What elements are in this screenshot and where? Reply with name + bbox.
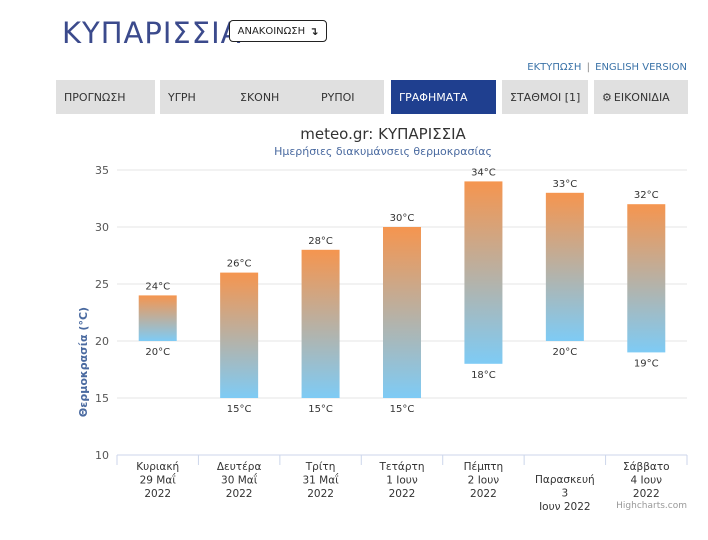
tab-label: ΠΡΟΓΝΩΣΗ (64, 90, 126, 104)
tab-label: ΣΚΟΝΗ (240, 90, 280, 104)
city-title: ΚΥΠΑΡΙΣΣΙΑ (62, 16, 242, 50)
x-tick-label: 2022 (144, 488, 171, 500)
x-tick-label: 4 Ιουν (631, 475, 663, 487)
x-tick-label: Τετάρτη (379, 461, 425, 473)
high-temp-label: 33°C (552, 179, 577, 190)
temperature-bar (138, 295, 177, 341)
tab-humidity[interactable]: ΥΓΡΗ (160, 80, 235, 114)
x-tick-label: 30 Μαΐ (221, 473, 258, 487)
announcement-label: ΑΝΑΚΟΙΝΩΣΗ (237, 25, 306, 37)
bars (138, 181, 666, 398)
tab-label: ΣΤΑΘΜΟΙ [1] (510, 90, 581, 104)
x-tick-label: Κυριακή (136, 461, 179, 473)
announcement-button[interactable]: ΑΝΑΚΟΙΝΩΣΗ ↴ (229, 20, 327, 42)
data-labels: 24°C 20°C 26°C 15°C 28°C 15°C 30°C 15°C 34°C 18°C… (145, 167, 658, 415)
high-temp-label: 24°C (145, 281, 170, 292)
x-tick-label: 2 Ιουν (468, 475, 500, 487)
low-temp-label: 15°C (227, 404, 252, 415)
tab-icons[interactable]: ⚙ ΕΙΚΟΝΙΔΙΑ (594, 80, 688, 114)
low-temp-label: 20°C (145, 347, 170, 358)
arrow-turn-down-icon: ↴ (309, 24, 319, 38)
high-temp-label: 30°C (390, 213, 415, 224)
top-links: ΕΚΤΥΠΩΣΗ | ENGLISH VERSION (527, 62, 687, 73)
chart-subtitle: Ημερήσιες διακυμάνσεις θερμοκρασίας (274, 145, 492, 158)
x-tick-label: Πέμπτη (464, 461, 504, 473)
low-temp-label: 20°C (552, 347, 577, 358)
x-tick-label: 1 Ιουν (386, 475, 418, 487)
link-separator: | (586, 62, 590, 73)
chart-title: meteo.gr: ΚΥΠΑΡΙΣΣΙΑ (300, 125, 466, 143)
gear-icon: ⚙ (602, 90, 612, 104)
x-tick-label: 2022 (226, 488, 253, 500)
x-tick-label: Δευτέρα (217, 461, 262, 473)
temperature-bar (301, 249, 340, 398)
y-tick-label: 30 (95, 221, 109, 234)
tab-forecast[interactable]: ΠΡΟΓΝΩΣΗ (56, 80, 155, 114)
y-tick-label: 20 (95, 335, 109, 348)
x-tick-label: 2022 (470, 488, 497, 500)
low-temp-label: 18°C (471, 370, 496, 381)
x-tick-label: 29 Μαΐ (140, 473, 177, 487)
low-temp-label: 15°C (390, 404, 415, 415)
tab-label: ΕΙΚΟΝΙΔΙΑ (613, 90, 670, 104)
y-tick-label: 35 (95, 164, 109, 177)
x-tick-label: Παρασκευή (535, 474, 595, 486)
tab-pollutants[interactable]: ΡΥΠΟΙ (313, 80, 384, 114)
y-tick-label: 15 (95, 392, 109, 405)
tab-label: ΓΡΑΦΗΜΑΤΑ (399, 90, 468, 104)
temperature-bar (383, 227, 421, 398)
temperature-bar (220, 272, 259, 398)
tab-label: ΡΥΠΟΙ (321, 90, 355, 104)
high-temp-label: 34°C (471, 167, 496, 178)
x-tick-label: Σάββατο (623, 461, 670, 473)
x-tick-label: 2022 (389, 488, 416, 500)
temperature-bar (545, 192, 584, 341)
tab-label: ΥΓΡΗ (168, 90, 196, 104)
x-tick-label: Τρίτη (305, 461, 336, 473)
credits[interactable]: Highcharts.com (616, 501, 687, 511)
low-temp-label: 15°C (308, 404, 333, 415)
low-temp-label: 19°C (634, 358, 659, 369)
y-tick-label: 25 (95, 278, 109, 291)
high-temp-label: 26°C (227, 259, 252, 270)
english-version-link[interactable]: ENGLISH VERSION (595, 62, 687, 73)
x-tick-label: Ιουν 2022 (539, 501, 591, 513)
temperature-bar (627, 204, 666, 353)
high-temp-label: 28°C (308, 236, 333, 247)
y-axis-title: Θερμοκρασία (°C) (77, 307, 90, 417)
x-tick-label: 2022 (307, 488, 334, 500)
tab-stations[interactable]: ΣΤΑΘΜΟΙ [1] (502, 80, 588, 114)
print-link[interactable]: ΕΚΤΥΠΩΣΗ (527, 62, 582, 73)
tab-charts[interactable]: ΓΡΑΦΗΜΑΤΑ (391, 80, 496, 114)
x-tick-label: 31 Μαΐ (302, 473, 339, 487)
temperature-chart: meteo.gr: ΚΥΠΑΡΙΣΣΙΑ Ημερήσιες διακυμάνσ… (77, 125, 688, 513)
y-tick-label: 10 (95, 449, 109, 462)
temperature-bar (464, 181, 503, 364)
x-tick-label: 2022 (633, 488, 660, 500)
high-temp-label: 32°C (634, 190, 659, 201)
x-tick-label: 3 (562, 488, 569, 500)
